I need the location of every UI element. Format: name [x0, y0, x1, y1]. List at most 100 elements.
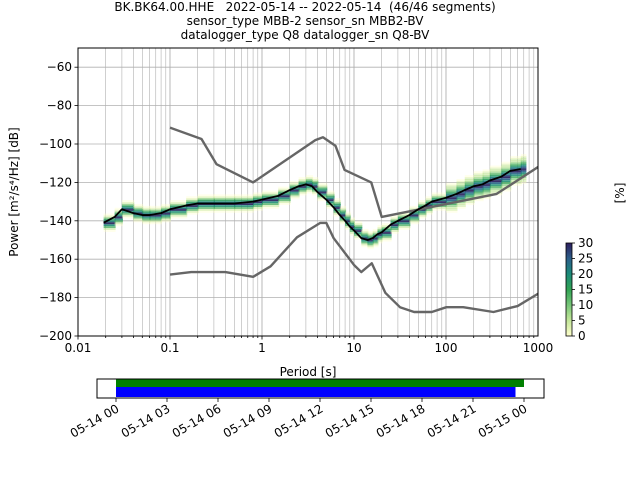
density-cell	[361, 236, 369, 240]
density-cell	[170, 203, 188, 207]
density-cell	[381, 225, 392, 229]
density-cell	[482, 186, 491, 190]
density-cell	[489, 165, 503, 169]
density-cell	[390, 215, 399, 219]
timeline-bar-2	[116, 387, 516, 397]
density-cell	[103, 223, 116, 227]
density-cell	[161, 215, 171, 219]
density-cell	[186, 207, 199, 211]
colorbar-tick-label: 15	[578, 283, 593, 297]
density-cell	[464, 200, 475, 204]
density-cell	[114, 221, 123, 225]
noise-model-low-line	[169, 221, 538, 314]
density-cell	[278, 202, 291, 206]
x-tick-label: 1000	[523, 341, 554, 355]
density-cell	[377, 228, 383, 232]
timeline-tick-label: 05-14 06	[170, 401, 224, 440]
density-cell	[121, 207, 135, 211]
density-cell	[473, 177, 484, 181]
density-cell	[464, 182, 475, 186]
density-cell	[520, 171, 527, 175]
density-cell	[520, 167, 527, 171]
density-cell	[482, 188, 491, 192]
density-cell	[349, 223, 355, 227]
density-cell	[170, 209, 188, 213]
density-cell	[121, 203, 135, 207]
density-cell	[278, 188, 291, 192]
density-cell	[510, 165, 522, 169]
timeline-tick-label: 05-14 15	[323, 401, 377, 440]
density-cell	[418, 215, 427, 219]
density-cell	[372, 228, 379, 232]
density-cell	[501, 177, 512, 181]
density-cell	[278, 192, 291, 196]
density-cell	[482, 184, 491, 188]
density-cell	[333, 198, 341, 202]
density-cell	[114, 219, 123, 223]
density-cell	[367, 242, 374, 246]
density-cell	[133, 205, 144, 209]
density-cell	[367, 232, 374, 236]
density-cell	[489, 175, 503, 179]
density-cell	[473, 188, 484, 192]
density-cell	[142, 215, 151, 219]
density-cell	[510, 177, 522, 181]
density-cell	[161, 203, 171, 207]
density-cell	[482, 192, 491, 196]
density-cell	[298, 180, 307, 184]
density-cell	[333, 213, 341, 217]
density-cell	[234, 196, 255, 200]
density-cell	[354, 226, 363, 230]
density-cell	[345, 211, 351, 215]
timeline-tick-label: 05-14 21	[425, 401, 479, 440]
density-cell	[489, 180, 503, 184]
density-cell	[149, 219, 163, 223]
density-cell	[197, 205, 215, 209]
density-cell	[339, 219, 347, 223]
density-cell	[253, 196, 263, 200]
density-cell	[149, 205, 163, 209]
density-cell	[520, 157, 527, 161]
density-cell	[133, 211, 144, 215]
density-cell	[186, 196, 199, 200]
density-cell	[473, 173, 484, 177]
mode-line	[103, 168, 521, 241]
density-cell	[312, 186, 319, 190]
y-tick-label: −160	[39, 252, 72, 266]
timeline-tick-label: 05-14 03	[119, 401, 173, 440]
density-cell	[333, 207, 341, 211]
density-cell	[298, 186, 307, 190]
density-cell	[339, 209, 347, 213]
density-cell	[409, 211, 420, 215]
y-tick-label: −100	[39, 137, 72, 151]
density-cell	[381, 234, 392, 238]
density-cell	[473, 186, 484, 190]
density-cell	[114, 207, 123, 211]
density-cell	[161, 211, 171, 215]
density-cell	[262, 202, 280, 206]
density-cell	[520, 177, 527, 181]
density-cell	[397, 217, 411, 221]
density-cell	[262, 200, 280, 204]
density-cell	[121, 213, 135, 217]
density-cell	[298, 177, 307, 181]
density-cell	[262, 203, 280, 207]
density-cell	[354, 236, 363, 240]
density-cell	[456, 203, 466, 207]
density-cell	[345, 225, 351, 229]
density-cell	[121, 215, 135, 219]
chart-title-line-1: BK.BK64.00.HHE 2022-05-14 -- 2022-05-14 …	[114, 0, 496, 14]
density-cell	[397, 223, 411, 227]
density-cell	[349, 219, 355, 223]
density-cell	[103, 215, 116, 219]
timeline-tick-label: 05-14 18	[374, 401, 428, 440]
density-cell	[482, 182, 491, 186]
density-cell	[390, 225, 399, 229]
density-cell	[377, 234, 383, 238]
density-cell	[114, 223, 123, 227]
density-cell	[489, 178, 503, 182]
density-cell	[473, 198, 484, 202]
colorbar-tick-label: 10	[578, 298, 593, 312]
density-cell	[298, 190, 307, 194]
density-cell	[345, 219, 351, 223]
